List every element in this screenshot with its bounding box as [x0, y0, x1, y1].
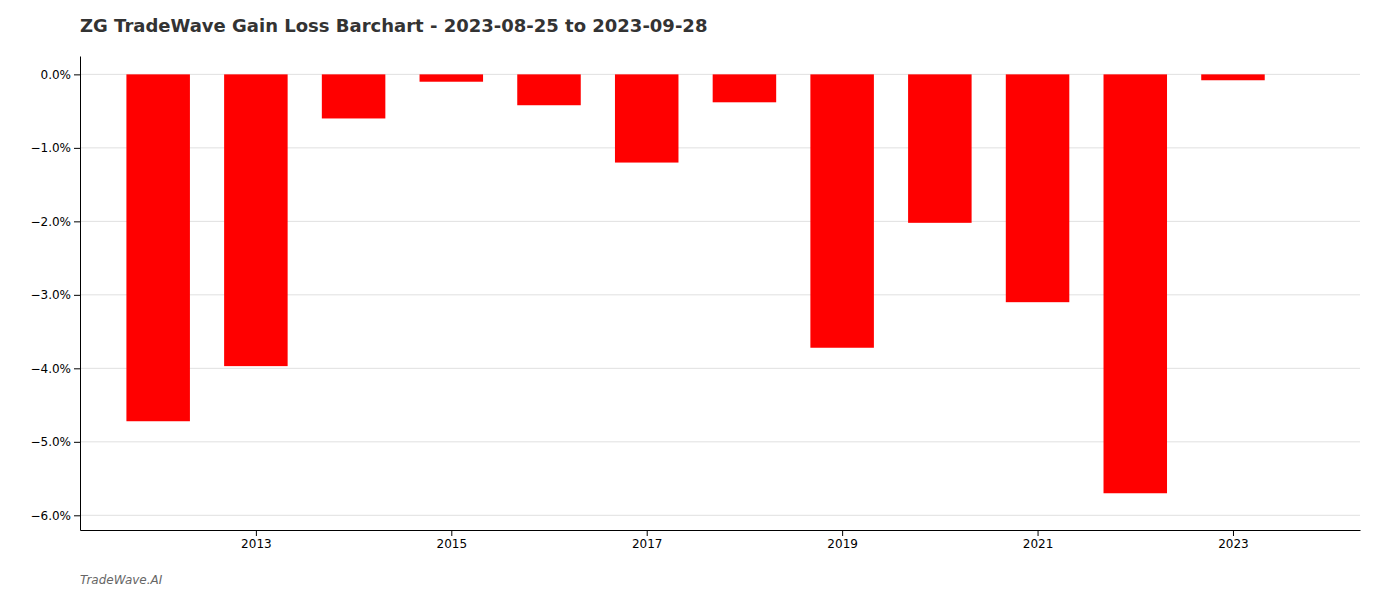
y-tick-label: −4.0% — [30, 362, 71, 376]
x-tick-mark — [842, 530, 843, 536]
bar — [517, 74, 581, 105]
y-axis: 0.0% −1.0% −2.0% −3.0% −4.0% −5.0% −6.0% — [30, 57, 80, 531]
bar — [810, 74, 874, 347]
bar — [713, 74, 777, 102]
y-axis-line — [80, 57, 81, 531]
y-tick: −1.0% — [30, 141, 80, 155]
x-axis-line — [81, 530, 1361, 531]
y-tick: −3.0% — [30, 288, 80, 302]
x-tick-label: 2013 — [241, 537, 272, 551]
y-tick-mark — [74, 221, 80, 222]
annotation: TradeWave.AI — [80, 573, 163, 587]
y-tick: −2.0% — [30, 215, 80, 229]
bar — [1104, 74, 1168, 493]
y-tick-label: −1.0% — [30, 141, 71, 155]
x-tick: 2019 — [827, 530, 858, 551]
x-tick-mark — [256, 530, 257, 536]
grid — [80, 74, 1360, 515]
y-tick: −5.0% — [30, 435, 80, 449]
title: ZG TradeWave Gain Loss Barchart - 2023-0… — [80, 15, 707, 36]
y-tick: 0.0% — [41, 68, 81, 82]
y-tick-mark — [74, 442, 80, 443]
x-tick: 2013 — [241, 530, 272, 551]
grid-line — [80, 441, 1360, 442]
bar — [908, 74, 972, 222]
grid-line — [80, 368, 1360, 369]
bar — [224, 74, 288, 366]
x-tick-label: 2023 — [1218, 537, 1249, 551]
y-tick: −6.0% — [30, 509, 80, 523]
bar — [1006, 74, 1070, 302]
y-tick-mark — [74, 515, 80, 516]
bar — [126, 74, 190, 421]
x-tick: 2015 — [437, 530, 468, 551]
y-tick-label: −2.0% — [30, 215, 71, 229]
y-tick-mark — [74, 74, 80, 75]
y-tick-label: 0.0% — [41, 68, 72, 82]
x-tick: 2017 — [632, 530, 663, 551]
plot: 0.0%−1.0%−2.0%−3.0%−4.0%−5.0%−6.0%201320… — [30, 57, 1360, 551]
y-tick-label: −6.0% — [30, 509, 71, 523]
x-tick: 2021 — [1023, 530, 1054, 551]
bar — [1201, 74, 1265, 80]
x-tick-mark — [1038, 530, 1039, 536]
x-tick-label: 2021 — [1023, 537, 1054, 551]
y-tick-mark — [74, 148, 80, 149]
x-axis: 2013 2015 2017 2019 2021 2023 — [81, 530, 1361, 551]
grid-line — [80, 515, 1360, 516]
y-tick: −4.0% — [30, 362, 80, 376]
x-tick-label: 2015 — [437, 537, 468, 551]
bar — [420, 74, 484, 81]
x-tick: 2023 — [1218, 530, 1249, 551]
x-tick-label: 2017 — [632, 537, 663, 551]
y-tick-label: −5.0% — [30, 435, 71, 449]
x-tick-label: 2019 — [827, 537, 858, 551]
y-tick-label: −3.0% — [30, 288, 71, 302]
y-tick-mark — [74, 295, 80, 296]
y-tick-mark — [74, 368, 80, 369]
bar — [322, 74, 386, 118]
bars — [126, 74, 1264, 493]
chart: 0.0%−1.0%−2.0%−3.0%−4.0%−5.0%−6.0%201320… — [0, 0, 1400, 600]
bar — [615, 74, 679, 162]
x-tick-mark — [1233, 530, 1234, 536]
x-tick-mark — [647, 530, 648, 536]
x-tick-mark — [451, 530, 452, 536]
